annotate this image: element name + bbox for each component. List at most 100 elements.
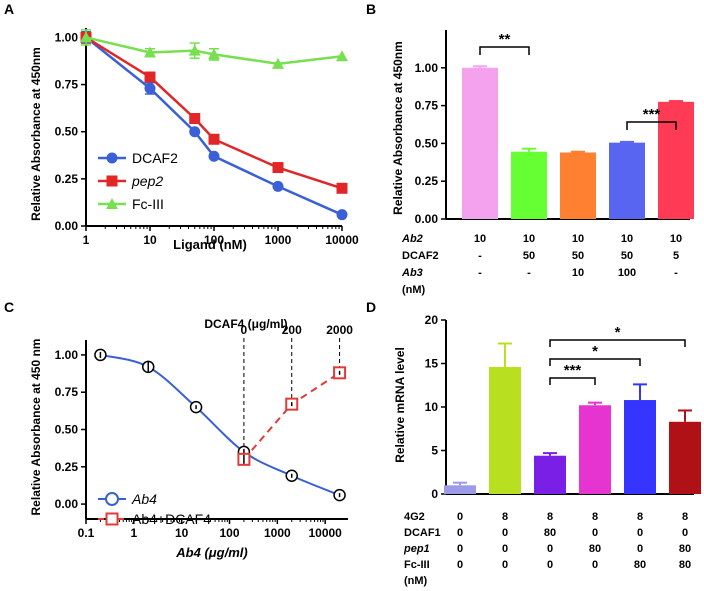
panel-a-ytick-label: 0.75: [55, 78, 79, 92]
bar-d-3: [534, 455, 566, 494]
significance-label: *: [592, 343, 598, 360]
condition-value: -: [478, 250, 482, 262]
panel-c-ytick-label: 0.50: [55, 423, 79, 437]
panel-c-xtick-label: 1000: [264, 526, 291, 540]
condition-value: 0: [547, 559, 553, 571]
panel-a-xtick-label: 10000: [325, 233, 359, 247]
condition-value: 80: [634, 559, 646, 571]
panel-b-ytick-label: 0.75: [415, 99, 439, 113]
legend-label-ab4: Ab4: [131, 491, 157, 507]
significance-label: ***: [643, 106, 661, 123]
panel-a: A 0.00 0.25 0.50 0.75 1.00 1 10 100 1000 10000 Li…: [4, 1, 359, 252]
data-point-pep2: [208, 133, 220, 145]
condition-value: 0: [457, 511, 463, 523]
condition-value: 50: [572, 250, 584, 262]
significance-bracket: [479, 46, 530, 55]
condition-value: 10: [523, 233, 535, 245]
condition-value: 50: [523, 250, 535, 262]
panel-a-xlabel: Ligand (nM): [173, 237, 247, 252]
bar-b-1: [462, 67, 498, 219]
panel-d-ytick-label: 0: [431, 487, 438, 501]
data-point-fc-iii: [272, 57, 284, 69]
condition-value: 8: [502, 511, 508, 523]
panel-d-letter: D: [366, 299, 376, 315]
panel-c-top-tick-label: 2000: [326, 323, 353, 337]
significance-bracket: [549, 377, 596, 385]
bar-b-4: [609, 142, 645, 219]
condition-value: 10: [474, 233, 486, 245]
bar-d-2: [489, 366, 521, 494]
panel-a-ytick-label: 0.25: [55, 172, 79, 186]
data-point-pep2: [144, 71, 156, 83]
bar-b-2: [511, 151, 547, 219]
condition-value: 80: [589, 543, 601, 555]
condition-row-label: pep1: [403, 543, 430, 555]
legend-label-dcaf2: DCAF2: [132, 150, 178, 166]
series-line-pep2: [85, 36, 343, 190]
condition-value: 5: [673, 250, 679, 262]
condition-value: 10: [621, 233, 633, 245]
condition-value: 0: [637, 527, 643, 539]
bar-d-5: [624, 400, 656, 494]
panel-c-top-tick-label: 0: [241, 323, 248, 337]
significance-label: **: [499, 31, 511, 48]
condition-value: 0: [637, 543, 643, 555]
panel-c-xtick-label: 1: [130, 526, 137, 540]
condition-row-label: 4G2: [404, 511, 425, 523]
data-point-fc-iii: [144, 46, 156, 58]
panel-b-ytick-label: 0.50: [415, 136, 439, 150]
panel-c-ytick-label: 0.25: [55, 460, 79, 474]
panel-c-legend: Ab4 Ab4+DCAF4: [98, 491, 211, 527]
panel-c-xtick-label: 0.1: [78, 526, 95, 540]
legend-marker-dcaf2: [106, 152, 118, 164]
condition-value: 100: [618, 267, 636, 279]
legend-marker-fc-iii: [106, 198, 118, 209]
panel-a-letter: A: [4, 1, 14, 17]
panel-c-xtick-label: 100: [219, 526, 239, 540]
panel-d-ytick-label: 10: [425, 400, 439, 414]
condition-value: -: [478, 267, 482, 279]
condition-value: 0: [547, 543, 553, 555]
panel-a-ytick-label: 1.00: [55, 30, 79, 44]
panel-b-letter: B: [366, 1, 376, 17]
bar-d-4: [579, 405, 611, 494]
data-point-pep2: [189, 113, 201, 125]
data-point-fc-iii: [80, 31, 92, 43]
condition-value: 8: [682, 511, 688, 523]
condition-value: 0: [502, 527, 508, 539]
panel-c-xlabel: Ab4 (μg/ml): [175, 545, 247, 560]
condition-value: 10: [572, 233, 584, 245]
bar-d-6: [669, 421, 701, 494]
bar-b-5: [658, 101, 694, 219]
condition-value: 10: [572, 267, 584, 279]
legend-marker-ab4: [105, 492, 119, 506]
panel-d-ytick-label: 20: [425, 313, 439, 327]
data-point-dcaf2: [208, 150, 220, 162]
panel-c-ytick-label: 0.00: [55, 497, 79, 511]
condition-row-label: (nM): [404, 575, 428, 587]
significance-label: ***: [564, 362, 582, 379]
panel-a-ytick-label: 0.50: [55, 125, 79, 139]
data-point-fc-iii: [208, 48, 220, 60]
panel-a-xtick-label: 100: [204, 233, 224, 247]
condition-row-label: (nM): [402, 284, 426, 296]
condition-value: 8: [637, 511, 643, 523]
panel-d-ytick-label: 5: [431, 444, 438, 458]
significance-label: *: [615, 324, 621, 341]
data-point-dcaf2: [272, 180, 284, 192]
data-point-fc-iii: [336, 50, 348, 62]
condition-value: 80: [544, 527, 556, 539]
data-point-fc-iii: [188, 44, 201, 56]
data-point-dcaf2: [144, 82, 156, 94]
panel-d-ytick-label: 15: [425, 357, 439, 371]
condition-value: 0: [457, 527, 463, 539]
panel-c-xtick-label: 10: [175, 526, 189, 540]
panel-c-ylabel: Relative Absorbance at 450 nm: [29, 339, 43, 516]
panel-c-letter: C: [4, 299, 14, 315]
condition-value: 10: [670, 233, 682, 245]
panel-b-ytick-label: 0.00: [415, 212, 439, 226]
bar-b-3: [560, 152, 596, 219]
condition-value: -: [527, 267, 531, 279]
